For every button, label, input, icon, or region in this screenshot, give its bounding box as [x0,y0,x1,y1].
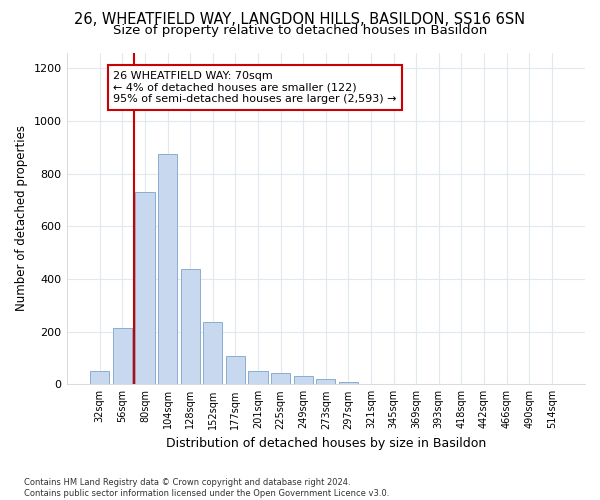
Text: Contains HM Land Registry data © Crown copyright and database right 2024.
Contai: Contains HM Land Registry data © Crown c… [24,478,389,498]
Text: Size of property relative to detached houses in Basildon: Size of property relative to detached ho… [113,24,487,37]
Bar [158,154,177,384]
Bar [90,370,109,384]
Bar [248,371,268,384]
Bar [339,382,358,384]
Bar [316,379,335,384]
Y-axis label: Number of detached properties: Number of detached properties [15,126,28,312]
Bar [226,356,245,384]
Text: 26 WHEATFIELD WAY: 70sqm
← 4% of detached houses are smaller (122)
95% of semi-d: 26 WHEATFIELD WAY: 70sqm ← 4% of detache… [113,71,397,104]
Bar [181,269,200,384]
Text: 26, WHEATFIELD WAY, LANGDON HILLS, BASILDON, SS16 6SN: 26, WHEATFIELD WAY, LANGDON HILLS, BASIL… [74,12,526,28]
Bar [271,373,290,384]
Bar [203,322,223,384]
Bar [113,328,132,384]
Bar [293,376,313,384]
X-axis label: Distribution of detached houses by size in Basildon: Distribution of detached houses by size … [166,437,486,450]
Bar [136,192,155,384]
